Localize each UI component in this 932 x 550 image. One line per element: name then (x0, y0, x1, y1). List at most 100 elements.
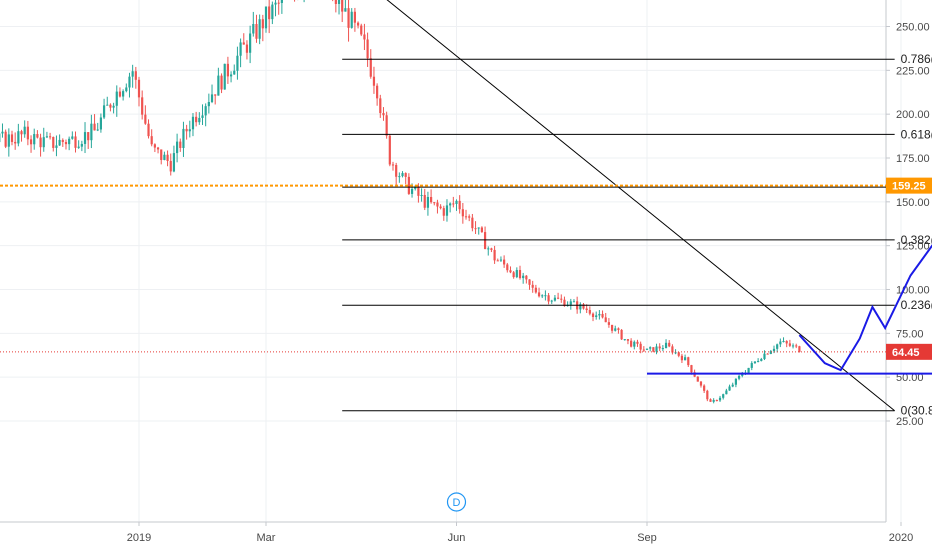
candle-body (71, 136, 74, 139)
candle-body (795, 345, 798, 347)
candle (541, 294, 544, 299)
candle-body (55, 145, 58, 148)
candle (791, 343, 795, 349)
candle-body (791, 345, 795, 347)
candle (601, 310, 604, 319)
candle (1, 123, 4, 138)
candle-body (655, 346, 658, 352)
candle-body (537, 292, 541, 297)
candle-body (607, 322, 610, 325)
candle (636, 339, 639, 347)
candle-body (356, 22, 360, 26)
candle (452, 196, 455, 208)
candle (560, 294, 563, 303)
candle-body (782, 341, 785, 343)
fib-label: 0.786(231.35) (901, 52, 932, 66)
candle-body (445, 205, 449, 216)
candle (372, 66, 376, 94)
candle (17, 123, 20, 147)
candle-body (674, 352, 677, 354)
candle-body (483, 232, 487, 250)
candle-body (772, 348, 776, 352)
candle-body (718, 397, 722, 401)
candle-body (477, 227, 480, 229)
candle-body (144, 114, 147, 124)
candle (630, 338, 633, 348)
candle-body (83, 132, 87, 144)
candle (664, 339, 668, 349)
current-price-tag-text: 64.45 (892, 347, 920, 359)
candle (87, 132, 90, 149)
candle-body (20, 131, 23, 135)
candle (166, 150, 169, 167)
candle (795, 343, 798, 349)
candle-body (376, 85, 379, 99)
dividend-marker[interactable]: D (446, 492, 467, 512)
candle-body (471, 217, 474, 229)
candle (229, 71, 233, 83)
candle (109, 103, 112, 112)
candle-body (372, 76, 376, 86)
current-price-tag-bg (886, 343, 932, 360)
x-tick-label: Mar (257, 532, 276, 544)
candle (687, 356, 690, 367)
candle-body (337, 0, 341, 4)
candle (645, 348, 649, 350)
candle-body (188, 129, 191, 132)
candle-body (14, 141, 17, 144)
candle-body (379, 98, 382, 114)
candle (64, 139, 68, 150)
candle (201, 104, 204, 125)
candle-body (515, 269, 518, 278)
candle (112, 102, 115, 114)
candle-body (760, 359, 763, 361)
candle (363, 23, 366, 51)
candle-body (166, 154, 169, 161)
candle-body (341, 0, 344, 12)
candle-body (137, 79, 141, 98)
candle-body (499, 259, 503, 261)
candle (334, 0, 337, 13)
candle-body (118, 91, 122, 97)
candle (737, 374, 741, 381)
candle (258, 14, 261, 45)
candle (496, 258, 499, 262)
candle (661, 345, 664, 352)
candle-body (334, 0, 337, 4)
candle (261, 14, 264, 42)
candle-body (33, 134, 36, 145)
candle-body (671, 346, 674, 353)
candle (626, 339, 630, 345)
candle (566, 301, 569, 307)
candle-body (420, 194, 423, 196)
candle (417, 183, 420, 203)
candle-body (642, 349, 645, 351)
candle (518, 265, 522, 280)
candle (493, 245, 496, 264)
candle (188, 120, 191, 138)
candle-body (77, 146, 80, 148)
candle-body (601, 313, 604, 318)
candle-body (709, 399, 712, 402)
candle (652, 347, 655, 353)
candle (715, 399, 718, 402)
candle-body (534, 287, 537, 293)
candle-body (522, 275, 525, 279)
candle-body (207, 101, 210, 107)
candle (655, 343, 658, 355)
candle-body (541, 295, 544, 297)
candle (515, 267, 518, 279)
candle-body (433, 202, 436, 204)
candle-body (115, 91, 118, 106)
candle-body (668, 342, 671, 347)
candle (544, 290, 547, 301)
candle-body (280, 0, 283, 4)
fib-label: 0.382(128.30) (901, 233, 932, 247)
candle (420, 188, 423, 202)
candle-body (172, 153, 176, 172)
candle (23, 120, 26, 138)
candle (163, 151, 166, 161)
candle (607, 318, 610, 328)
